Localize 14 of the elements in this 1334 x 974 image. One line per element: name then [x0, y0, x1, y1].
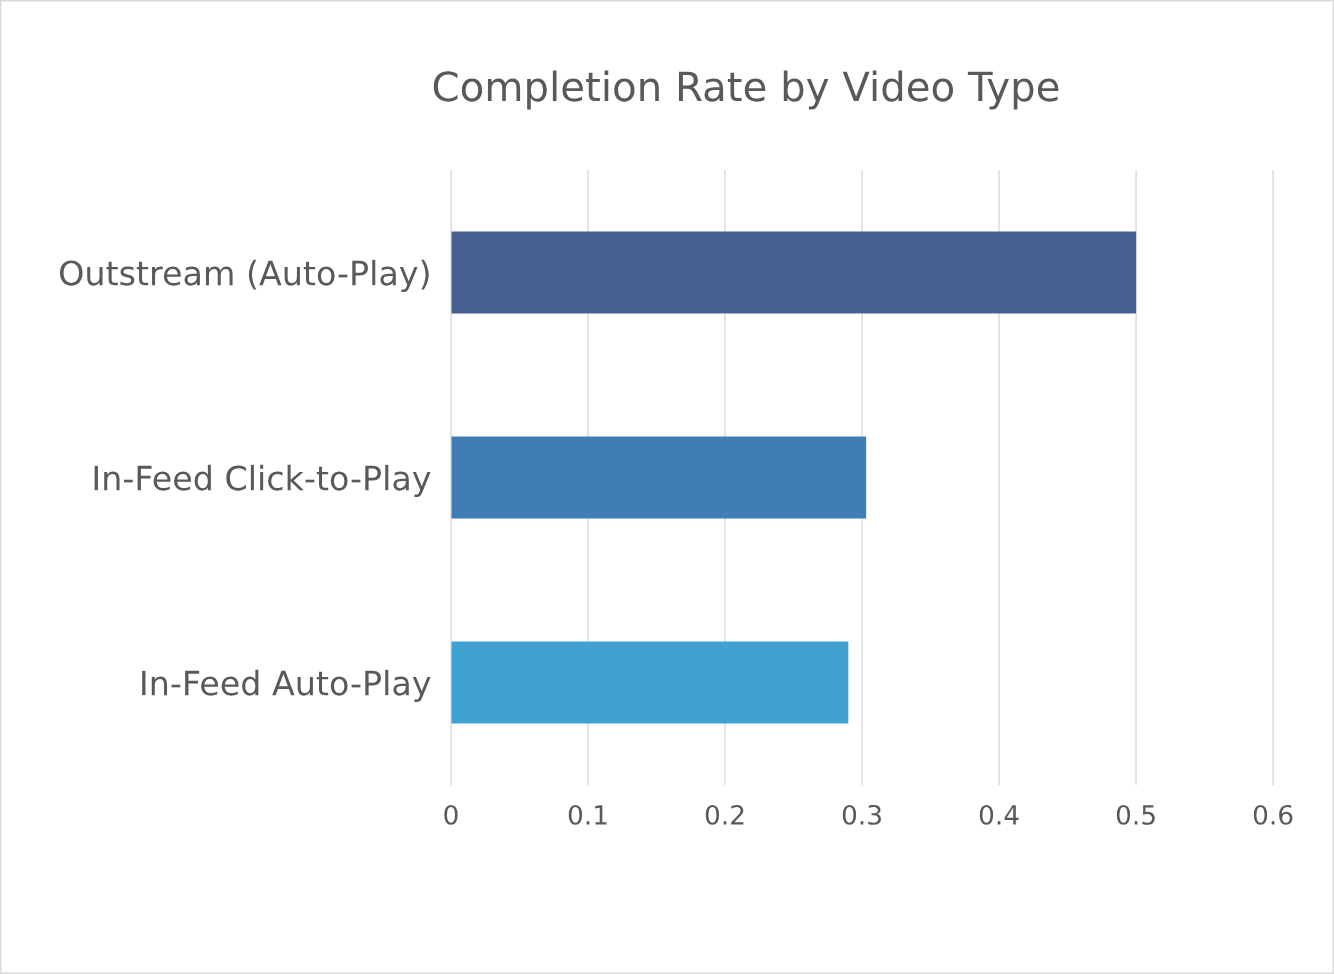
x-tick-label: 0.5 — [1116, 804, 1155, 825]
y-tick-label: In-Feed Auto-Play — [142, 669, 431, 703]
x-tick-label: 0 — [444, 804, 458, 825]
bar — [451, 641, 849, 724]
x-tick-label: 0.1 — [568, 804, 607, 825]
x-tick-label: 0.3 — [842, 804, 881, 825]
x-tick-label: 0.4 — [979, 804, 1019, 825]
y-tick-label: Outstream (Auto-Play) — [60, 259, 429, 293]
y-tick-label: In-Feed Click-to-Play — [94, 464, 431, 498]
bar — [451, 231, 1137, 314]
chart-title: Completion Rate by Video Type — [433, 70, 1059, 110]
x-tick-label: 0.6 — [1253, 804, 1293, 825]
x-tick-label: 0.2 — [705, 804, 744, 825]
bar — [451, 436, 867, 519]
